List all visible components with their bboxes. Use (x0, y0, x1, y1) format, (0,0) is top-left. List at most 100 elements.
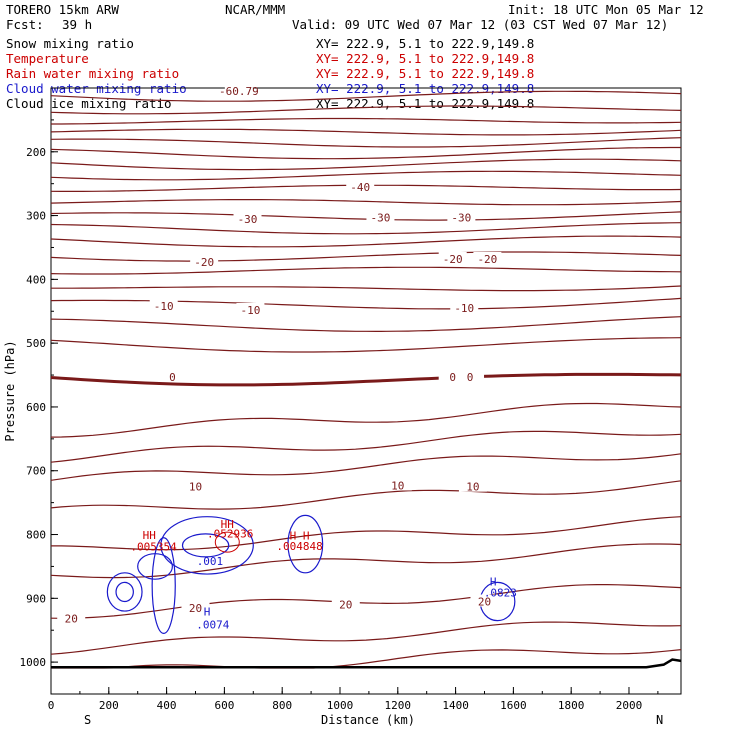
label-bg (383, 478, 412, 491)
x-axis-label: Distance (km) (321, 713, 415, 727)
field-name-0: Snow mixing ratio (6, 36, 134, 51)
plot-area: -60.79-40-30 -30 -30-20 -20 -20-10 -10 -100 0 01… (20, 84, 682, 712)
rain-water-label-3: .052936 (207, 528, 253, 541)
rain-water-label-2: HH (221, 518, 234, 531)
isotherm-label-13: 0 (467, 371, 474, 384)
isotherm-label-16: 10 (466, 481, 479, 494)
x-tick-label-8: 1600 (500, 699, 527, 712)
label-bg (233, 211, 262, 224)
isotherm-line-25 (50, 543, 682, 579)
north-end-label: N (656, 713, 663, 727)
y-tick-label-6: 800 (26, 529, 46, 542)
header-block: TORERO 15km ARW NCAR/MMM Init: 18 UTC Mo… (6, 2, 704, 32)
x-axis: 0 200 400 600 800 1000 1200 1400 1600 1800 2000 (48, 687, 659, 712)
label-bg (149, 299, 178, 312)
label-bg (224, 84, 253, 97)
label-bg (181, 600, 210, 613)
y-tick-label-5: 700 (26, 465, 46, 478)
isotherm-line-14 (50, 266, 682, 275)
fcst-value: 39 h (62, 17, 92, 32)
x-tick-label-5: 1000 (327, 699, 354, 712)
y-axis-label: Pressure (hPa) (3, 340, 17, 441)
isotherm-label-12: 0 (449, 371, 456, 384)
fcst-label: Fcst: (6, 17, 44, 32)
cloud-water-label-1: .0074 (196, 618, 229, 631)
rain-water-label-5: .004848 (276, 540, 322, 553)
label-bg (346, 179, 375, 192)
isotherm-line-17 (50, 316, 682, 333)
cloud-water-cell-1-inner (115, 581, 134, 603)
field-xy-2: XY= 222.9, 5.1 to 222.9,149.8 (316, 66, 534, 81)
label-bg (473, 251, 502, 264)
isotherm-line-1 (50, 105, 682, 115)
field-name-1: Temperature (6, 51, 89, 66)
x-tick-label-6: 1200 (385, 699, 412, 712)
label-bg (447, 210, 476, 223)
isotherm-line-19 (50, 372, 682, 387)
isotherm-line-13 (50, 251, 682, 262)
isotherm-line-26 (50, 584, 682, 619)
isotherm-line-22 (50, 453, 682, 481)
isotherm-line-4 (50, 137, 682, 148)
label-bg (456, 369, 485, 382)
label-bg (158, 369, 187, 382)
isotherm-line-5 (50, 146, 681, 160)
y-axis: 200 300 400 500 600 700 800 900 1000 (20, 119, 58, 695)
south-end-label: S (84, 713, 91, 727)
isotherm-line-3 (50, 128, 682, 136)
y-tick-label-4: 600 (26, 401, 46, 414)
field-name-4: Cloud ice mixing ratio (6, 96, 172, 111)
isotherm-label-8: -10 (154, 300, 174, 313)
x-tick-label-9: 1800 (558, 699, 585, 712)
isotherm-line-12 (50, 235, 682, 248)
ground-surface-line (51, 658, 682, 669)
label-bg (458, 479, 487, 492)
plot-frame (50, 87, 682, 695)
isotherm-line-21 (50, 430, 682, 463)
rain-water-label-0: HH (143, 529, 156, 542)
label-bg (236, 302, 265, 315)
field-legend: Snow mixing ratio XY= 222.9, 5.1 to 222.9… (6, 36, 534, 111)
isotherm-line-9 (50, 199, 682, 206)
label-bg (190, 255, 219, 268)
isotherm-label-20: 20 (478, 596, 491, 609)
isotherm-label-6: -20 (443, 253, 463, 266)
cloud-water-label-2: .001 (197, 555, 224, 568)
isotherm-label-19: 20 (339, 599, 352, 612)
init-time: Init: 18 UTC Mon 05 Mar 12 (508, 2, 704, 17)
isotherm-label-11: 0 (169, 371, 176, 384)
isotherm-label-17: 20 (65, 613, 78, 626)
cloud-water-cell-1 (106, 572, 143, 612)
rain-water-label-1: .005354 (130, 540, 177, 553)
cloud-water-cell-3 (137, 553, 173, 580)
isotherm-line-7 (50, 170, 682, 181)
isotherm-line-0 (50, 90, 682, 102)
isotherm-label-7: -20 (477, 253, 497, 266)
cloud-water-label-0: H (204, 606, 211, 619)
cloud-water-label-4: .0823 (484, 586, 517, 599)
isotherm-line-11 (50, 222, 682, 235)
model-title: TORERO 15km ARW (6, 2, 119, 17)
y-tick-label-3: 500 (26, 337, 46, 350)
terrain-line (51, 658, 682, 669)
center-title: NCAR/MMM (225, 2, 285, 17)
isotherm-label-15: 10 (391, 479, 404, 492)
label-bg (470, 594, 499, 607)
isotherm-label-9: -10 (240, 304, 260, 317)
isotherm-line-28 (51, 649, 682, 669)
y-tick-label-2: 400 (26, 273, 46, 286)
isotherm-line-18 (50, 337, 682, 353)
x-tick-label-2: 400 (157, 699, 177, 712)
isotherm-line-23 (50, 480, 682, 510)
contour-labels: -60.79-40-30 -30 -30-20 -20 -20-10 -10 -100 0 01… (57, 84, 517, 631)
isotherm-label-5: -20 (194, 256, 214, 269)
y-tick-label-7: 900 (26, 592, 46, 605)
isotherm-line-27 (50, 621, 682, 655)
cloud-water-column (151, 537, 176, 635)
isotherm-label-1: -40 (350, 181, 370, 194)
x-tick-label-3: 600 (214, 699, 234, 712)
isotherm-label-10: -10 (454, 302, 474, 315)
isotherm-label-2: -30 (238, 213, 258, 226)
label-bg (366, 210, 395, 223)
